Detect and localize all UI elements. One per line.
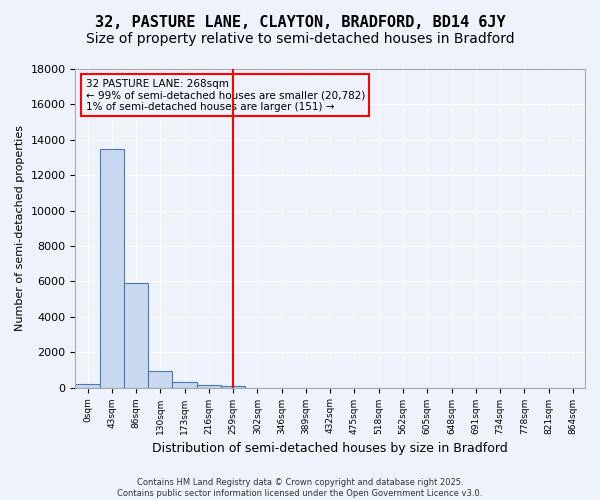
Bar: [124, 283, 148, 388]
Bar: [172, 382, 197, 388]
X-axis label: Distribution of semi-detached houses by size in Bradford: Distribution of semi-detached houses by …: [152, 442, 508, 455]
Text: Size of property relative to semi-detached houses in Bradford: Size of property relative to semi-detach…: [86, 32, 514, 46]
Bar: [148, 371, 172, 388]
Text: Contains HM Land Registry data © Crown copyright and database right 2025.
Contai: Contains HM Land Registry data © Crown c…: [118, 478, 482, 498]
Text: 32, PASTURE LANE, CLAYTON, BRADFORD, BD14 6JY: 32, PASTURE LANE, CLAYTON, BRADFORD, BD1…: [95, 15, 505, 30]
Text: 32 PASTURE LANE: 268sqm
← 99% of semi-detached houses are smaller (20,782)
1% of: 32 PASTURE LANE: 268sqm ← 99% of semi-de…: [86, 78, 365, 112]
Bar: [221, 386, 245, 388]
Bar: [76, 384, 100, 388]
Bar: [100, 148, 124, 388]
Bar: [197, 385, 221, 388]
Y-axis label: Number of semi-detached properties: Number of semi-detached properties: [15, 126, 25, 332]
